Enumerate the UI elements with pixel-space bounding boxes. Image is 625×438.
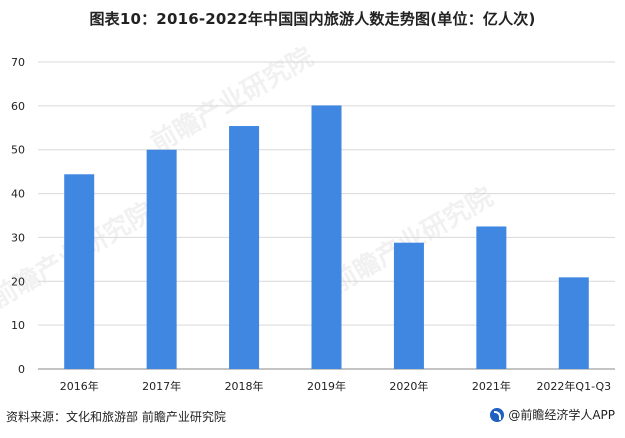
y-tick-label: 40 [11, 188, 25, 201]
bar [229, 126, 260, 369]
y-tick-label: 20 [11, 275, 25, 288]
bar-chart: 0 10 20 30 40 50 60 70 2016年 2017年 2018年 2019年 2020年… [11, 56, 615, 393]
brand-label: @前瞻经济学人APP [508, 408, 615, 422]
y-tick-label: 30 [11, 231, 25, 244]
x-tick-label: 2020年 [389, 379, 428, 393]
brand-logo-icon [490, 407, 505, 422]
y-tick-label: 50 [11, 144, 25, 157]
y-tick-label: 10 [11, 319, 25, 332]
x-tick-label: 2018年 [225, 379, 264, 393]
x-tick-label: 2016年 [60, 379, 99, 393]
chart-title: 图表10：2016-2022年中国国内旅游人数走势图(单位：亿人次) [89, 10, 536, 28]
footer: 资料来源：文化和旅游部 前瞻产业研究院 @前瞻经济学人APP [0, 398, 625, 438]
x-tick-label: 2021年 [472, 379, 511, 393]
bar [311, 105, 342, 369]
x-tick-label: 2019年 [307, 379, 346, 393]
bar [476, 226, 507, 369]
y-tick-label: 60 [11, 100, 25, 113]
x-tick-label: 2022年Q1-Q3 [536, 379, 611, 393]
y-tick-label: 70 [11, 56, 25, 69]
bar [64, 174, 95, 369]
y-tick-label: 0 [18, 363, 25, 376]
bar [393, 242, 424, 369]
bar [146, 149, 177, 369]
source-note: 资料来源：文化和旅游部 前瞻产业研究院 [6, 410, 226, 424]
brand-credit: @前瞻经济学人APP [490, 406, 615, 423]
x-tick-label: 2017年 [142, 379, 181, 393]
bar [558, 277, 589, 369]
